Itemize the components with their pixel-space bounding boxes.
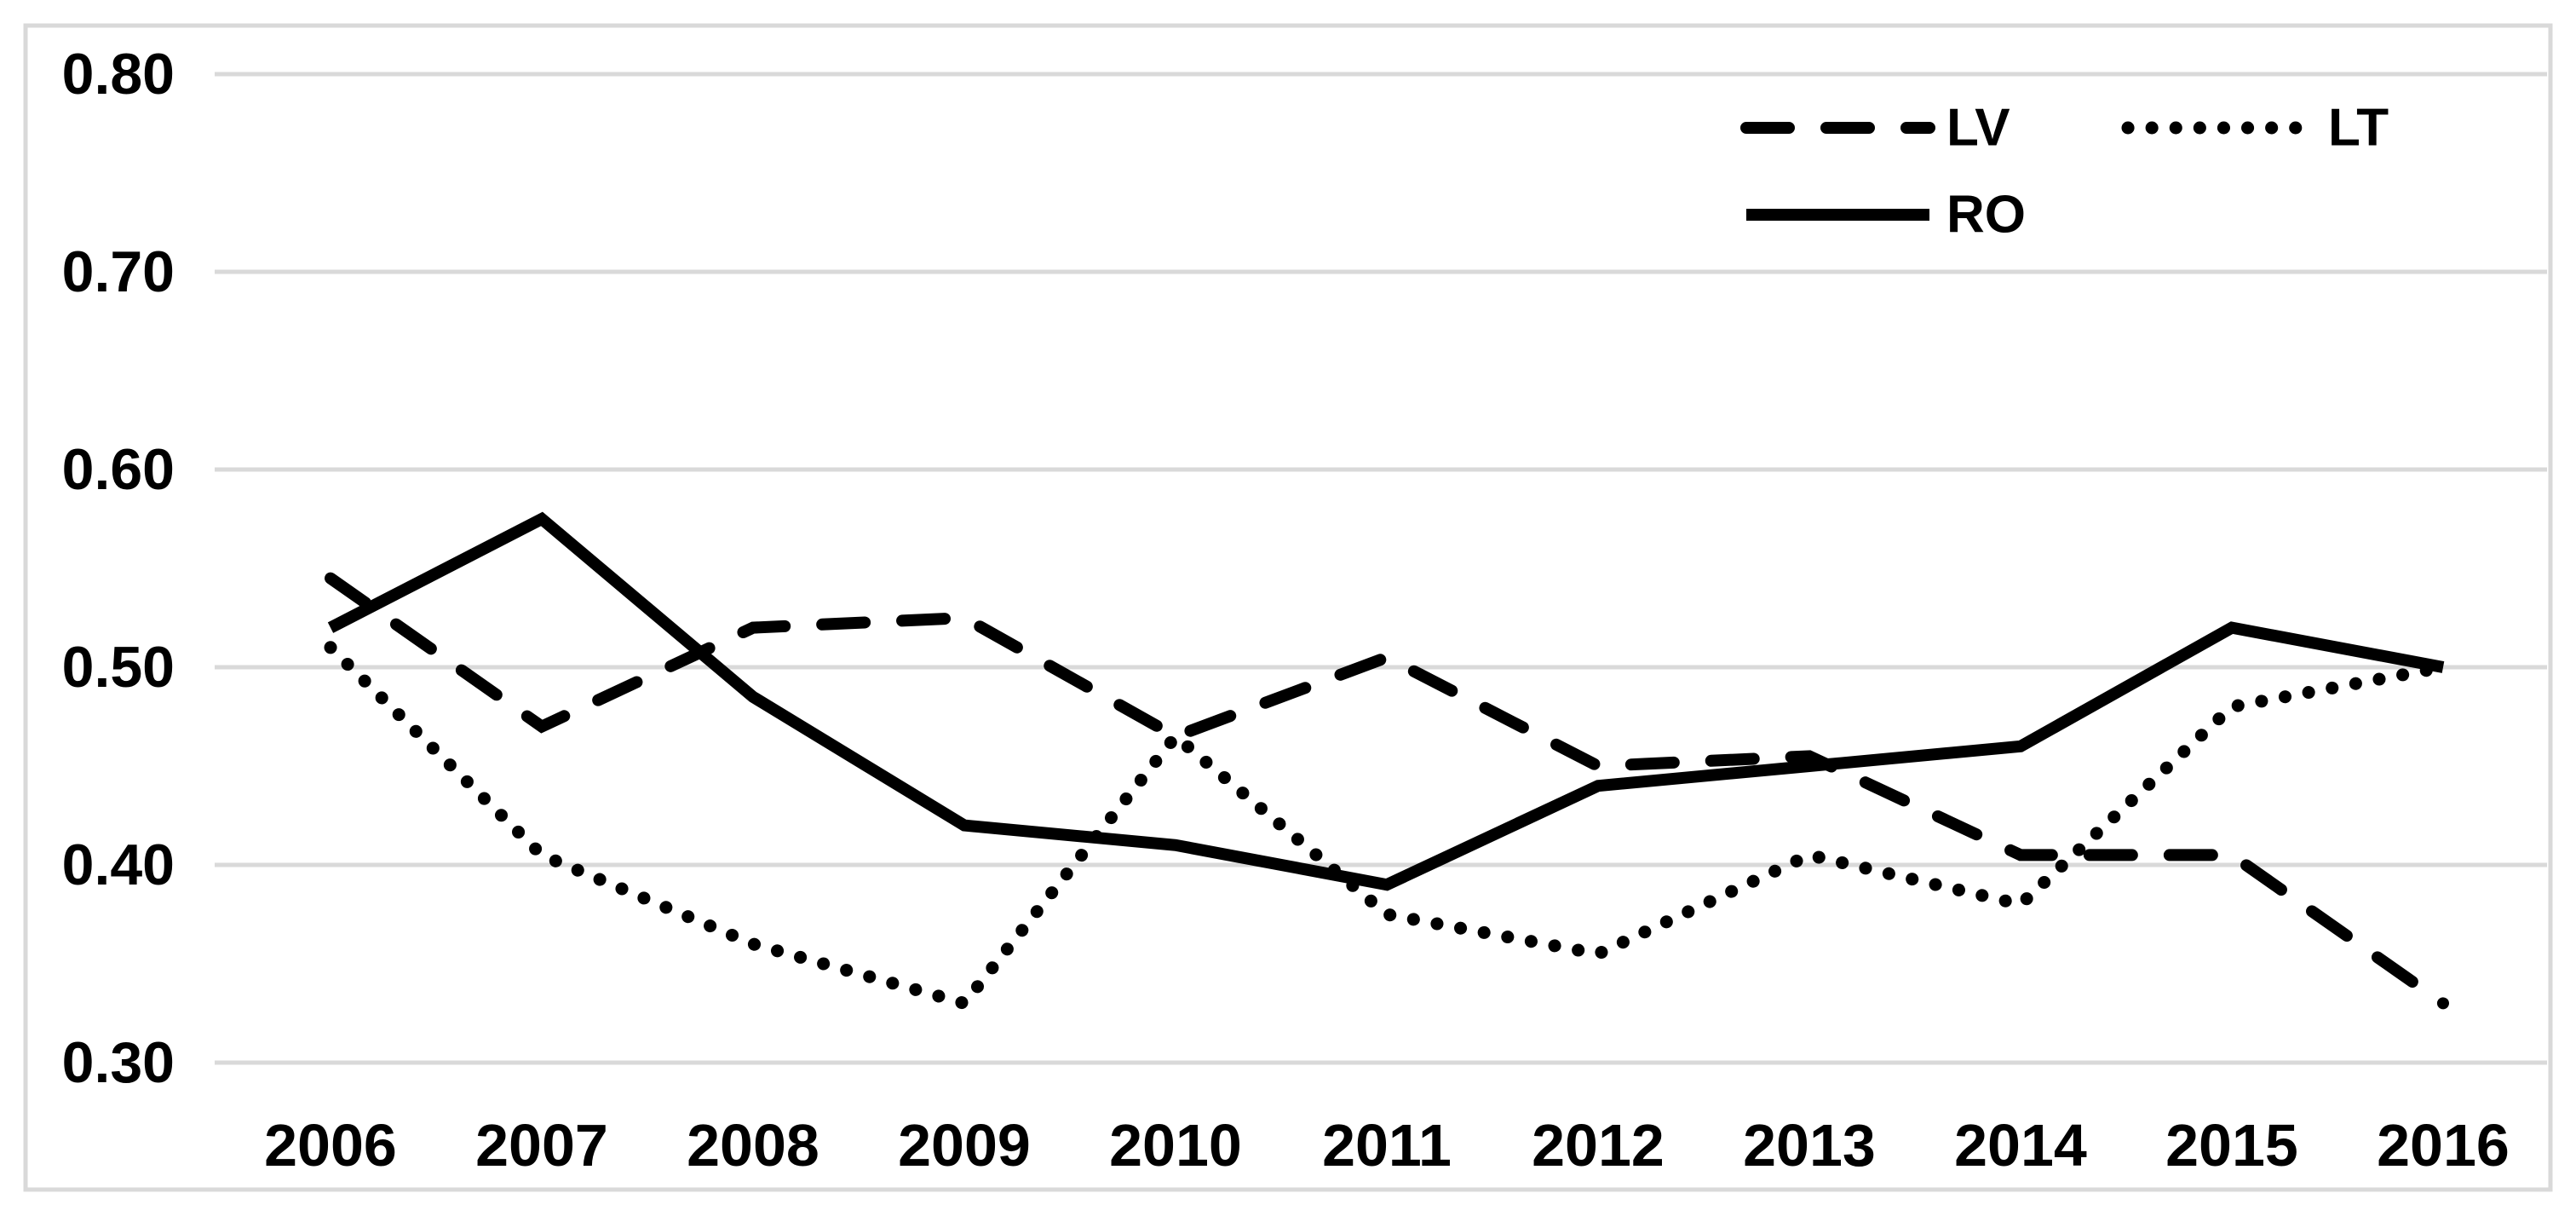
y-axis-label-0.50: 0.50 [62, 635, 175, 700]
x-axis-label-2011: 2011 [1322, 1112, 1452, 1179]
x-axis-label-2010: 2010 [1109, 1112, 1242, 1179]
legend-item-ro: RO [1746, 186, 2026, 245]
y-axis-labels: 0.80 0.70 0.60 0.50 0.40 0.30 [62, 42, 175, 1095]
y-axis-label-0.30: 0.30 [62, 1030, 175, 1095]
legend-item-lv: LV [1740, 99, 2010, 158]
chart-frame [23, 23, 2553, 1192]
y-axis-label-0.60: 0.60 [62, 437, 175, 502]
series-group [324, 511, 2450, 1011]
x-axis-label-2016: 2016 [2377, 1112, 2510, 1179]
lt-series-line [324, 641, 2450, 1011]
legend-label-ro: RO [1946, 186, 2026, 245]
x-axis-label-2008: 2008 [687, 1112, 819, 1179]
ro-series-line [327, 511, 2445, 891]
y-axis-label-0.70: 0.70 [62, 239, 175, 304]
x-axis-label-2006: 2006 [264, 1112, 397, 1179]
legend-label-lv: LV [1946, 99, 2010, 158]
y-axis-label-0.80: 0.80 [62, 42, 175, 107]
legend: LV LT RO [1740, 99, 2389, 245]
x-axis-label-2012: 2012 [1532, 1112, 1665, 1179]
x-axis-label-2014: 2014 [1954, 1112, 2087, 1179]
y-axis-label-0.40: 0.40 [62, 833, 175, 897]
legend-item-lt: LT [2121, 99, 2389, 158]
x-axis-label-2007: 2007 [475, 1112, 608, 1179]
x-axis-label-2009: 2009 [898, 1112, 1031, 1179]
x-axis-label-2015: 2015 [2165, 1112, 2298, 1179]
lv-series-line [325, 572, 2449, 1010]
x-axis-labels: 2006 2007 2008 2009 2010 2011 2012 2013 2014 2015… [264, 1112, 2510, 1179]
legend-label-lt: LT [2328, 99, 2389, 158]
x-axis-label-2013: 2013 [1743, 1112, 1876, 1179]
